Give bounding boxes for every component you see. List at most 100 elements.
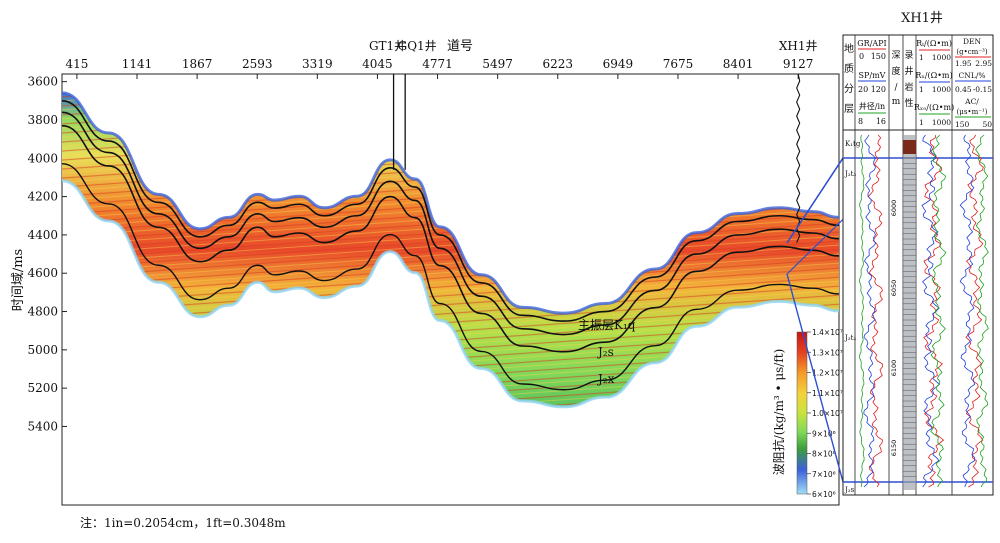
annotation-j2s: J₂s xyxy=(596,345,614,359)
horizon-base xyxy=(62,163,839,391)
band-top-edge xyxy=(62,91,839,315)
header-cnl: CNL/% xyxy=(959,71,986,80)
curve-rxo xyxy=(930,134,947,488)
well-panel-title: XH1井 xyxy=(901,11,943,26)
x-tick-label-10: 7675 xyxy=(663,57,694,71)
cnl-min: 0.45 xyxy=(955,85,972,94)
header-rx: Rₓ/(Ω•m) xyxy=(915,71,952,80)
x-tick-label-0: 415 xyxy=(65,57,88,71)
header-depth: 深 xyxy=(891,50,900,61)
header-ac-unit: (μs•m⁻¹) xyxy=(957,108,988,116)
x-tick-label-3: 2593 xyxy=(242,57,273,71)
header-ac: AC/ xyxy=(964,97,979,106)
cb-tick-label-2: 1.2×10⁷ xyxy=(812,369,843,378)
well-lines xyxy=(392,74,801,243)
y-tick-label-6: 4800 xyxy=(27,305,58,319)
x-tick-label-5: 4045 xyxy=(362,57,393,71)
header-layer-3: 分 xyxy=(844,83,854,95)
y-axis-ticks: 3600 3800 4000 4200 4400 4600 4800 5000 5200 5400 xyxy=(27,75,67,433)
lithology-lines xyxy=(903,157,916,477)
annotation-j2x: J₂x xyxy=(596,372,615,386)
x-axis-ticks: 415 1141 1867 2593 3319 4045 4771 5497 6223 6949 7… xyxy=(65,57,813,79)
horizon-h2 xyxy=(62,124,839,353)
y-tick-label-9: 5400 xyxy=(27,419,58,433)
cb-tick-label-0: 1.4×10⁷ xyxy=(812,328,843,337)
header-lith-4: 性 xyxy=(904,97,913,109)
x-tick-label-9: 6949 xyxy=(603,57,634,71)
log-curves xyxy=(858,134,989,488)
caliper-max: 16 xyxy=(876,117,886,126)
horizon-h1 xyxy=(62,111,839,336)
header-caliper: 井径/in xyxy=(859,101,885,111)
lithology-top xyxy=(903,140,916,154)
y-axis-label: 时间域/ms xyxy=(11,249,26,311)
depth-tick-2: 6100 xyxy=(890,360,898,377)
x-tick-label-7: 5497 xyxy=(482,57,513,71)
impedance-stripes xyxy=(62,92,839,407)
header-lith-3: 岩 xyxy=(904,81,913,93)
depth-tick-1: 6050 xyxy=(890,280,898,297)
header-den: DEN xyxy=(963,37,981,46)
colorbar-ticks: 1.4×10⁷ 1.3×10⁷ 1.2×10⁷ 1.1×10⁷ 1.0×10⁷ 9×10⁶… xyxy=(807,328,843,499)
ac-min: 150 xyxy=(955,120,970,129)
y-tick-label-3: 4200 xyxy=(27,190,58,204)
depth-tick-3: 6150 xyxy=(890,440,898,457)
header-depth-2: 度 xyxy=(891,65,900,77)
y-tick-label-8: 5200 xyxy=(27,381,58,395)
curve-caliper xyxy=(858,134,865,488)
y-tick-label-4: 4400 xyxy=(27,228,58,242)
well-log-panel: XH1井 地 质 分 层 GR/API 0 150 SP/mV 20 120 井… xyxy=(842,11,994,496)
header-depth-4: m xyxy=(892,97,901,107)
x-axis-label: 道号 xyxy=(447,39,473,54)
header-sp: SP/mV xyxy=(859,71,886,80)
well-line-2 xyxy=(796,74,801,243)
well-label-0: GT1井 xyxy=(369,39,406,53)
seismic-section xyxy=(62,74,839,409)
cb-tick-label-7: 7×10⁶ xyxy=(812,470,836,479)
band-bottom-edge xyxy=(62,179,839,409)
rxo-max: 1000 xyxy=(932,118,951,127)
curve-cnl xyxy=(959,134,976,488)
rt-min: 1 xyxy=(919,53,924,62)
rxo-min: 1 xyxy=(919,118,924,127)
header-gr: GR/API xyxy=(857,39,886,48)
lithology-column xyxy=(903,135,916,490)
header-den-unit: (g•cm⁻³) xyxy=(956,48,987,56)
horizons xyxy=(62,100,839,391)
den-min: 1.95 xyxy=(955,59,972,68)
cb-tick-label-6: 8×10⁶ xyxy=(812,450,836,459)
x-tick-label-1: 1141 xyxy=(122,57,153,71)
header-lith: 录 xyxy=(904,50,913,61)
layer-j3t3: J₃t₃ xyxy=(844,170,856,178)
ac-max: 50 xyxy=(982,120,992,129)
header-rt: Rₜ/(Ω•m) xyxy=(916,39,952,48)
curve-rx xyxy=(921,134,940,488)
colorbar-label: 波阻抗/(kg/m³ • μs/ft) xyxy=(771,349,786,476)
header-depth-3: / xyxy=(894,83,898,93)
x-tick-label-4: 3319 xyxy=(302,57,333,71)
sp-min: 20 xyxy=(858,85,868,94)
y-tick-label-7: 5000 xyxy=(27,343,58,357)
x-tick-label-12: 9127 xyxy=(783,57,814,71)
y-tick-label-1: 3800 xyxy=(27,113,58,127)
header-lith-2: 井 xyxy=(904,65,913,77)
cb-tick-label-3: 1.1×10⁷ xyxy=(812,389,843,398)
rx-max: 1000 xyxy=(932,85,951,94)
colorbar-gradient xyxy=(796,331,808,495)
curve-ac xyxy=(975,134,989,488)
x-tick-label-11: 8401 xyxy=(723,57,754,71)
cb-tick-label-4: 1.0×10⁷ xyxy=(812,409,843,418)
layer-j3t2: J₃t₂ xyxy=(844,334,856,342)
well-label-1: GQ1井 xyxy=(398,39,437,53)
gr-max: 150 xyxy=(871,52,886,61)
cb-tick-label-5: 9×10⁶ xyxy=(812,429,836,438)
curve-sp xyxy=(863,134,877,488)
rx-min: 1 xyxy=(919,85,924,94)
x-tick-label-2: 1867 xyxy=(182,57,213,71)
horizon-top xyxy=(62,100,839,322)
sp-max: 120 xyxy=(871,85,886,94)
x-tick-label-6: 4771 xyxy=(422,57,453,71)
cb-tick-label-8: 6×10⁶ xyxy=(812,490,836,499)
